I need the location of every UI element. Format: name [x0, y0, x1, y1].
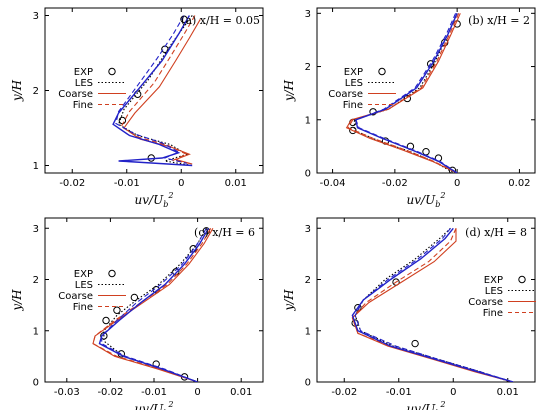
x-tick-label: 0.01 [225, 178, 247, 189]
x-tick-label: 0.01 [230, 387, 252, 398]
y-tick-label: 2 [305, 275, 311, 286]
y-tick-label: 1 [305, 326, 311, 337]
y-tick-label: 3 [305, 224, 311, 235]
legend-label: LES [345, 78, 363, 89]
data-point-exp [354, 303, 362, 312]
legend-label: LES [485, 286, 503, 297]
series-line-fine [120, 15, 196, 165]
legend-label: EXP [74, 67, 93, 78]
panel-title: (b) x/H = 2 [468, 14, 530, 27]
y-tick-label: 2 [33, 86, 39, 97]
y-tick-label: 0 [305, 378, 311, 389]
chart-panel-2: -0.04 -0.02 0 0.02 0 1 2 3 (b) x/H = 2 EXPLESCoar… [282, 7, 536, 209]
x-axis-label: uv/Ub2 [135, 191, 174, 209]
plot-frame [316, 217, 536, 383]
y-tick-label: 1 [33, 326, 39, 337]
y-axis-label: y/H [10, 79, 24, 102]
panel-title: (d) x/H = 8 [465, 226, 527, 239]
series-group [112, 15, 201, 167]
data-point-exp [118, 116, 127, 125]
x-tick-label: 0 [178, 178, 184, 189]
legend-label: EXP [484, 275, 503, 286]
legend-label: Fine [73, 302, 93, 313]
series-line-les [117, 15, 193, 167]
data-point-exp [349, 126, 357, 135]
legend-marker [378, 67, 386, 76]
legend-label: Fine [73, 100, 93, 111]
y-tick-label: 2 [305, 62, 311, 73]
legend-marker [108, 269, 116, 278]
x-tick-label: 0 [454, 178, 460, 189]
series-group [92, 227, 214, 382]
plot-frame [316, 7, 536, 174]
y-axis-label: y/H [282, 289, 296, 312]
x-tick-label: -0.02 [382, 178, 408, 189]
series-group [351, 227, 514, 382]
legend-label: Coarse [58, 291, 93, 302]
legend-label: EXP [344, 67, 363, 78]
y-tick-label: 1 [33, 161, 39, 172]
x-tick-label: -0.02 [97, 387, 123, 398]
x-tick-label: 0 [194, 387, 200, 398]
y-axis-label: y/H [10, 289, 24, 312]
legend-label: Fine [343, 100, 363, 111]
x-axis-label: uv/Ub2 [407, 191, 446, 209]
series-group [345, 13, 461, 173]
series-line-coarse [345, 13, 461, 173]
y-tick-label: 2 [33, 275, 39, 286]
legend-marker [518, 275, 526, 284]
legend-marker [108, 67, 116, 76]
series-line-fine [347, 13, 460, 173]
y-tick-label: 3 [305, 9, 311, 20]
y-tick-label: 1 [305, 115, 311, 126]
x-tick-label: -0.01 [141, 387, 167, 398]
series-line-blue-solid [351, 227, 514, 382]
panel-title: (c) x/H = 6 [194, 226, 255, 239]
series-line-blue-dashed [115, 15, 187, 164]
series-line-blue-solid [112, 15, 193, 167]
x-tick-label: -0.02 [59, 178, 85, 189]
x-tick-label: -0.01 [386, 387, 412, 398]
series-line-fine [92, 228, 212, 382]
legend-label: LES [75, 280, 93, 291]
data-point-exp [130, 293, 139, 302]
series-line-blue-dashed [101, 228, 207, 382]
series-line-blue-dashed [354, 227, 514, 382]
chart-panel-1: -0.02 -0.01 0 0.01 1 2 3 (a) x/H = 0.05 EXPLESCo… [10, 7, 264, 209]
series-line-blue-solid [98, 227, 210, 382]
legend-label: LES [75, 78, 93, 89]
data-point-exp [113, 306, 121, 314]
x-tick-label: 0.01 [497, 387, 519, 398]
data-point-exp [102, 316, 110, 325]
series-line-les [353, 13, 458, 173]
x-tick-label: -0.02 [331, 387, 357, 398]
series-line-blue-dashed [355, 13, 458, 173]
x-axis-label: uv/Ub2 [407, 400, 446, 410]
series-line-les [103, 228, 207, 382]
y-tick-label: 3 [33, 11, 39, 22]
y-axis-label: y/H [282, 79, 296, 102]
legend-label: EXP [74, 269, 93, 280]
x-axis-label: uv/Ub2 [135, 400, 174, 410]
chart-panel-4: -0.02 -0.01 0 0.01 0 1 2 3 (d) x/H = 8 EXPLESCoar… [282, 217, 536, 410]
x-tick-label: -0.04 [320, 178, 346, 189]
legend-label: Coarse [58, 89, 93, 100]
chart-panel-3: -0.03 -0.02 -0.01 0 0.01 0 1 2 3 (c) x/H = 6 EXPLE… [10, 217, 264, 410]
y-tick-label: 0 [33, 378, 39, 389]
legend-label: Fine [483, 308, 503, 319]
legend-label: Coarse [468, 297, 503, 308]
y-tick-label: 0 [305, 169, 311, 180]
x-tick-label: 0.02 [508, 178, 530, 189]
panel-title: (a) x/H = 0.05 [181, 14, 260, 27]
x-tick-label: -0.03 [54, 387, 80, 398]
y-tick-label: 3 [33, 224, 39, 235]
x-tick-label: 0 [450, 387, 456, 398]
data-point-exp [411, 339, 419, 348]
data-point-exp [422, 148, 430, 156]
x-tick-label: -0.01 [114, 178, 140, 189]
legend-label: Coarse [328, 89, 363, 100]
